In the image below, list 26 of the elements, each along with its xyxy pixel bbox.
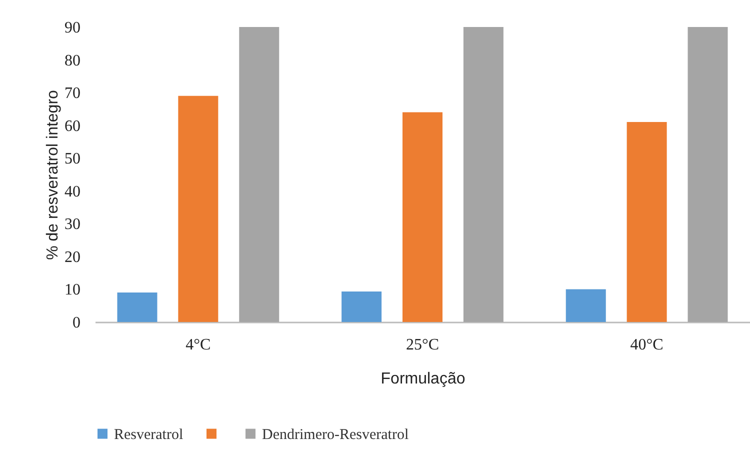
y-tick-label: 80 [64, 52, 80, 70]
bar [117, 292, 158, 322]
y-tick-label: 40 [64, 183, 80, 200]
bar [463, 27, 504, 322]
y-tick-label: 50 [64, 150, 80, 168]
y-tick-label: 90 [64, 20, 80, 36]
bar [402, 112, 442, 322]
bar [178, 96, 218, 322]
y-tick-label: 0 [72, 314, 80, 332]
y-axis-title: % de resveratrol integro [44, 90, 62, 260]
bar [239, 27, 280, 322]
legend-label: Dendrimero-Resveratrol [262, 426, 409, 443]
y-tick-label: 60 [64, 118, 80, 135]
y-tick-label: 20 [64, 248, 80, 266]
y-tick-label: 70 [64, 85, 80, 102]
y-tick-label: 30 [64, 216, 80, 234]
bar [342, 292, 382, 322]
bar [688, 27, 728, 322]
x-tick-label: 4°C [186, 336, 211, 354]
bar [566, 289, 606, 322]
y-tick-label: 10 [64, 282, 80, 299]
x-tick-label: 25°C [406, 336, 440, 354]
legend-label: Resveratrol [114, 426, 184, 443]
x-axis-title: Formulação [380, 370, 466, 388]
bar [626, 122, 667, 322]
x-tick-label: 40°C [630, 336, 664, 354]
